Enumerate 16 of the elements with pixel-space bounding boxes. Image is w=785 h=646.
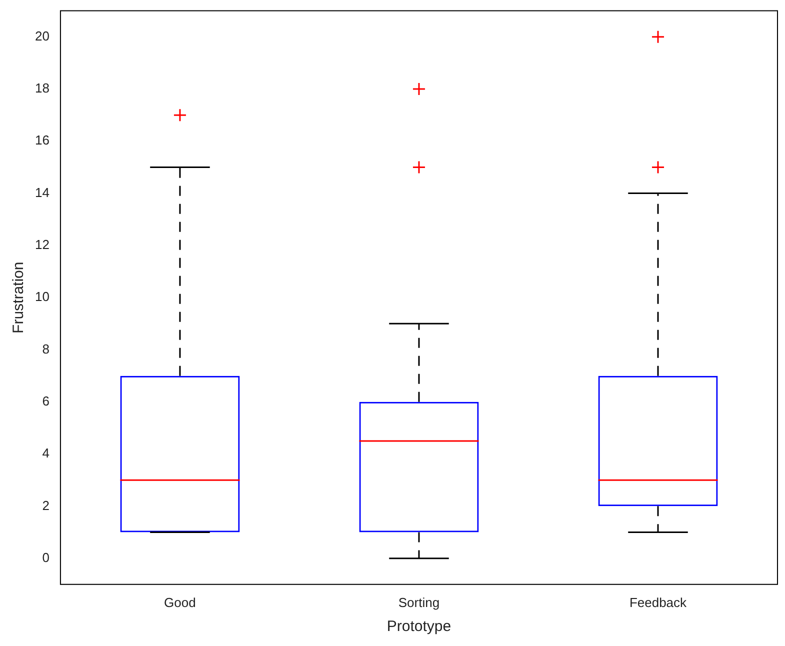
x-tick-label: Sorting	[398, 594, 440, 610]
x-tick-label: Feedback	[629, 594, 688, 610]
y-tick-label: 6	[42, 393, 50, 408]
x-axis-title: Prototype	[386, 618, 452, 636]
y-tick-label: 4	[42, 446, 50, 461]
y-tick-label: 8	[42, 341, 50, 356]
y-tick-label: 16	[34, 132, 50, 148]
y-tick-label: 10	[34, 289, 50, 304]
y-tick-label: 12	[34, 237, 50, 252]
y-tick-label: 18	[34, 80, 50, 96]
y-tick-label: 14	[34, 184, 50, 200]
y-tick-label: 2	[42, 498, 50, 513]
y-tick-label: 0	[42, 550, 50, 565]
y-tick-label: 20	[34, 28, 50, 44]
x-tick-label: Good	[164, 594, 196, 610]
y-axis-title: Frustration	[10, 262, 28, 334]
